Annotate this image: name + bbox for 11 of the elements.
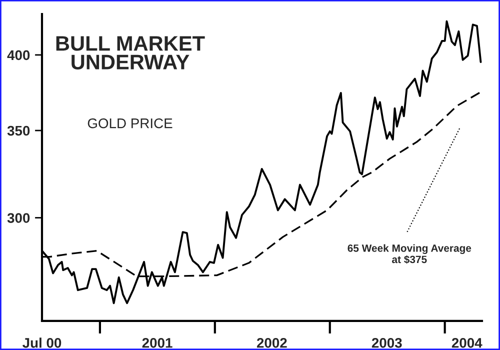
x-tick-label: Jul 00: [22, 338, 62, 348]
text: GOLD PRICE: [88, 118, 172, 128]
y-tick-label: 350: [7, 126, 30, 136]
annotation: 65 Week Moving Average at $375: [348, 244, 472, 264]
x-tick-label: 2001: [142, 338, 172, 348]
y-tick-label: 400: [7, 50, 30, 60]
x-tick-label: 2003: [372, 338, 402, 348]
text: BULL MARKET UNDERWAY: [56, 36, 205, 70]
x-tick-label: 2004: [452, 338, 482, 348]
x-tick-label: 2002: [256, 338, 287, 348]
y-tick-label: 300: [7, 213, 30, 223]
